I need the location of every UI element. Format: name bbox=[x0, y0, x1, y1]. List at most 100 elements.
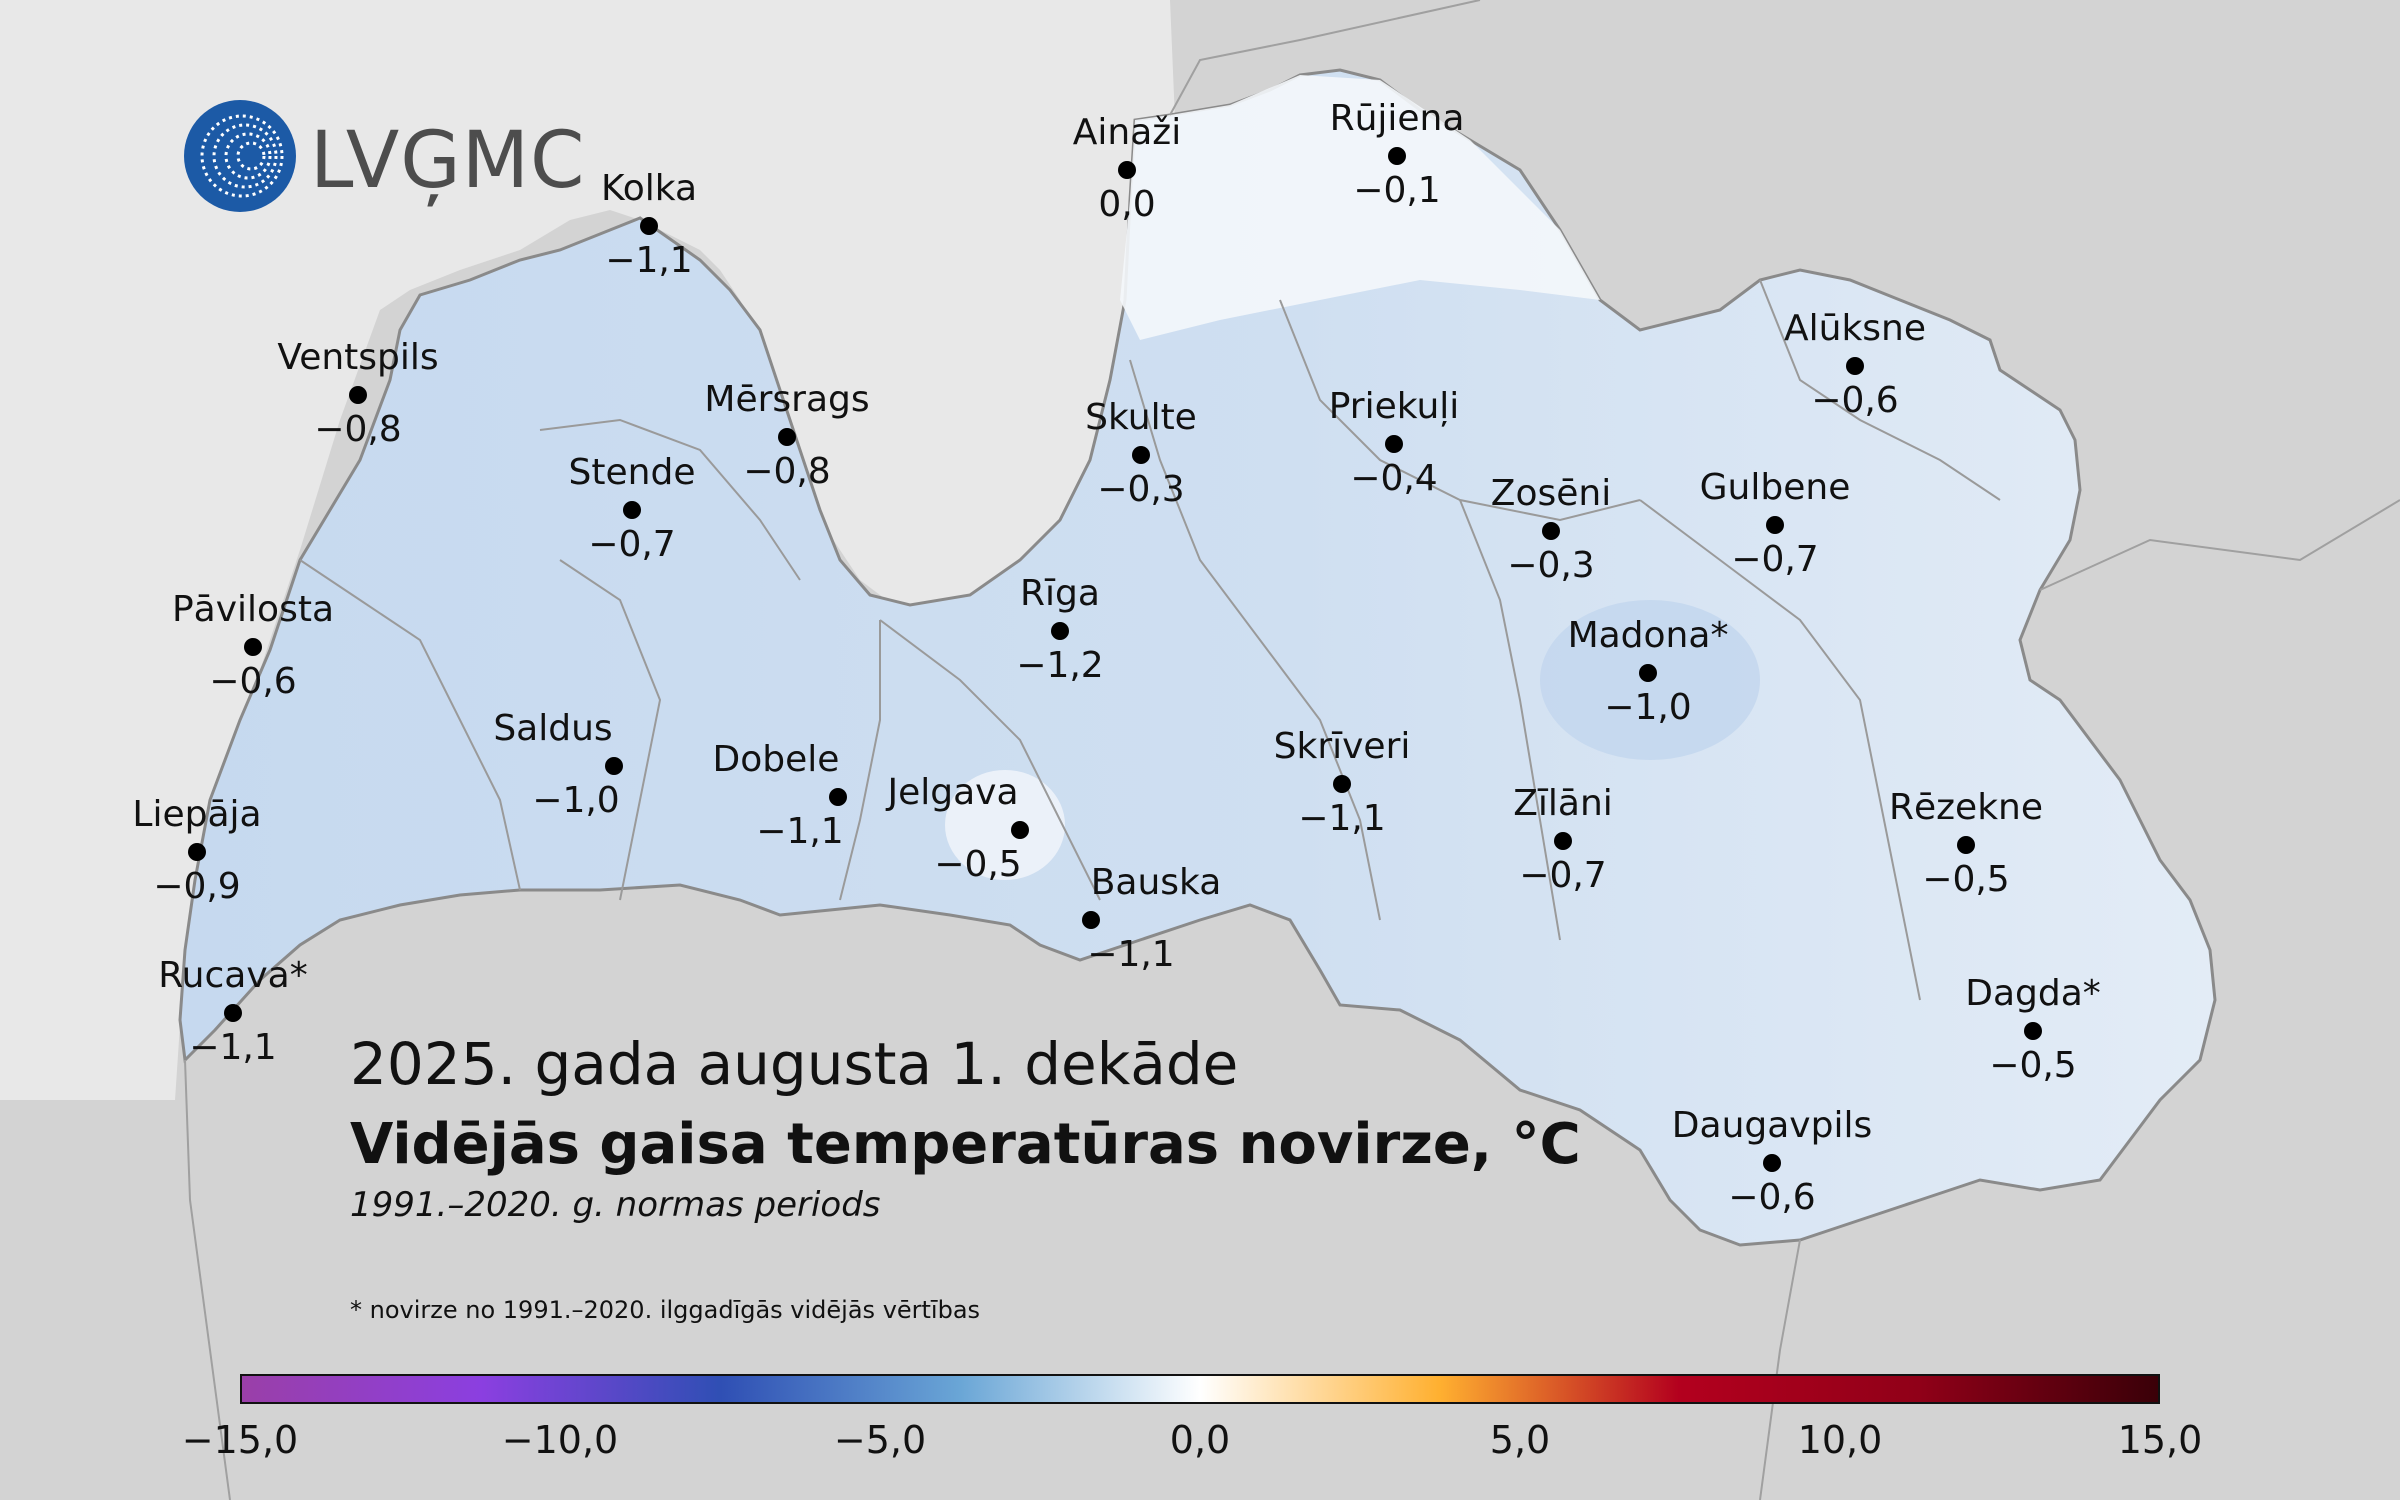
station-name: Liepāja bbox=[132, 794, 262, 835]
legend-tick: −15,0 bbox=[181, 1418, 299, 1462]
station-value: −0,3 bbox=[1097, 469, 1185, 510]
station-value: −1,0 bbox=[1604, 687, 1692, 728]
map-title-block: 2025. gada augusta 1. dekāde Vidējās gai… bbox=[350, 1030, 1581, 1225]
station-value: −0,1 bbox=[1353, 170, 1441, 211]
station-value: −0,5 bbox=[1989, 1045, 2077, 1086]
station-marker bbox=[1333, 775, 1351, 793]
legend-colorbar bbox=[240, 1374, 2160, 1404]
station-marker bbox=[1082, 911, 1100, 929]
station-name: Rucava* bbox=[158, 955, 308, 996]
belarus-border bbox=[1759, 1239, 1801, 1500]
station-marker bbox=[224, 1004, 242, 1022]
station-marker bbox=[623, 501, 641, 519]
station-marker bbox=[1554, 832, 1572, 850]
station-value: −1,1 bbox=[1298, 798, 1386, 839]
station-marker bbox=[1388, 147, 1406, 165]
station-value: −0,4 bbox=[1350, 458, 1438, 499]
station-marker bbox=[640, 217, 658, 235]
station-marker bbox=[188, 843, 206, 861]
station-value: −0,8 bbox=[314, 409, 402, 450]
lvgmc-logo-icon bbox=[184, 100, 296, 212]
station-value: −0,6 bbox=[209, 661, 297, 702]
station-value: −0,5 bbox=[1922, 859, 2010, 900]
station-marker bbox=[1118, 161, 1136, 179]
station-value: −0,7 bbox=[588, 524, 676, 565]
map-title: 2025. gada augusta 1. dekāde bbox=[350, 1030, 1239, 1098]
station-marker bbox=[1011, 821, 1029, 839]
station-value: −1,0 bbox=[532, 780, 620, 821]
station-name: Skrīveri bbox=[1273, 726, 1411, 767]
station-value: −0,8 bbox=[743, 451, 831, 492]
station-marker bbox=[1957, 836, 1975, 854]
latvia-land bbox=[178, 68, 2217, 1247]
station-marker bbox=[244, 638, 262, 656]
station-value: −0,7 bbox=[1519, 855, 1607, 896]
legend-tick: 0,0 bbox=[1169, 1418, 1231, 1462]
lvgmc-logo: LVĢMC bbox=[182, 98, 584, 218]
station-marker bbox=[1385, 435, 1403, 453]
station-marker bbox=[2024, 1022, 2042, 1040]
station-marker bbox=[1051, 622, 1069, 640]
station-marker bbox=[1766, 516, 1784, 534]
legend-tick: −5,0 bbox=[833, 1418, 927, 1462]
station-name: Priekuļi bbox=[1328, 386, 1460, 427]
station-value: −0,7 bbox=[1731, 539, 1819, 580]
legend-tick: 5,0 bbox=[1489, 1418, 1551, 1462]
station-marker bbox=[1132, 446, 1150, 464]
station-marker bbox=[1639, 664, 1657, 682]
station-value: −0,3 bbox=[1507, 545, 1595, 586]
lithuania-coast bbox=[184, 1059, 231, 1500]
station-name: Jelgava bbox=[887, 772, 1019, 813]
station-marker bbox=[829, 788, 847, 806]
estonia-border bbox=[1169, 0, 1481, 116]
station-marker bbox=[1763, 1154, 1781, 1172]
station-name: Ainaži bbox=[1072, 112, 1182, 153]
station-name: Mērsrags bbox=[704, 379, 870, 420]
station-value: −1,1 bbox=[189, 1027, 277, 1068]
station-value: 0,0 bbox=[1098, 184, 1156, 225]
station-name: Pāvilosta bbox=[171, 589, 335, 630]
footnote: * novirze no 1991.–2020. ilggadīgās vidē… bbox=[350, 1296, 981, 1324]
station-name: Skulte bbox=[1085, 397, 1197, 438]
station-name: Zosēni bbox=[1490, 473, 1612, 514]
station-value: −0,5 bbox=[934, 844, 1022, 885]
station-name: Bauska bbox=[1090, 862, 1222, 903]
period-note: 1991.–2020. g. normas periods bbox=[350, 1185, 881, 1225]
station-value: −0,6 bbox=[1728, 1177, 1816, 1218]
region-borders bbox=[299, 279, 2001, 1001]
station-marker bbox=[1542, 522, 1560, 540]
lvgmc-logo-text: LVĢMC bbox=[310, 116, 586, 206]
sea bbox=[0, 0, 1175, 1100]
station-name: Saldus bbox=[493, 708, 613, 749]
station-value: −0,9 bbox=[153, 866, 241, 907]
jelgava-warm-spot bbox=[945, 770, 1065, 880]
station-marker bbox=[778, 428, 796, 446]
station-name: Dobele bbox=[712, 739, 840, 780]
station-name: Stende bbox=[568, 452, 696, 493]
map-subtitle: Vidējās gaisa temperatūras novirze, °C bbox=[350, 1112, 1581, 1177]
station-value: −0,6 bbox=[1811, 380, 1899, 421]
legend-tick: 15,0 bbox=[2117, 1418, 2203, 1462]
station-name: Zīlāni bbox=[1513, 783, 1613, 824]
station-name: Daugavpils bbox=[1671, 1105, 1873, 1146]
station-name: Dagda* bbox=[1965, 973, 2101, 1014]
station-name: Madona* bbox=[1567, 615, 1729, 656]
station-value: −1,1 bbox=[1087, 934, 1175, 975]
station-marker bbox=[605, 757, 623, 775]
station-marker bbox=[349, 386, 367, 404]
station-name: Kolka bbox=[600, 168, 698, 209]
station-value: −1,1 bbox=[756, 811, 844, 852]
station-value: −1,2 bbox=[1016, 645, 1104, 686]
station-marker bbox=[1846, 357, 1864, 375]
station-name: Ventspils bbox=[277, 337, 439, 378]
north-warm-area bbox=[1120, 75, 1600, 340]
station-value: −1,1 bbox=[605, 240, 693, 281]
legend-tick: −10,0 bbox=[501, 1418, 619, 1462]
station-name: Rīga bbox=[1020, 573, 1100, 614]
station-name: Rēzekne bbox=[1888, 787, 2044, 828]
station-name: Alūksne bbox=[1783, 308, 1927, 349]
russia-border bbox=[2039, 499, 2400, 591]
legend-tick: 10,0 bbox=[1797, 1418, 1883, 1462]
station-name: Rūjiena bbox=[1329, 98, 1465, 139]
